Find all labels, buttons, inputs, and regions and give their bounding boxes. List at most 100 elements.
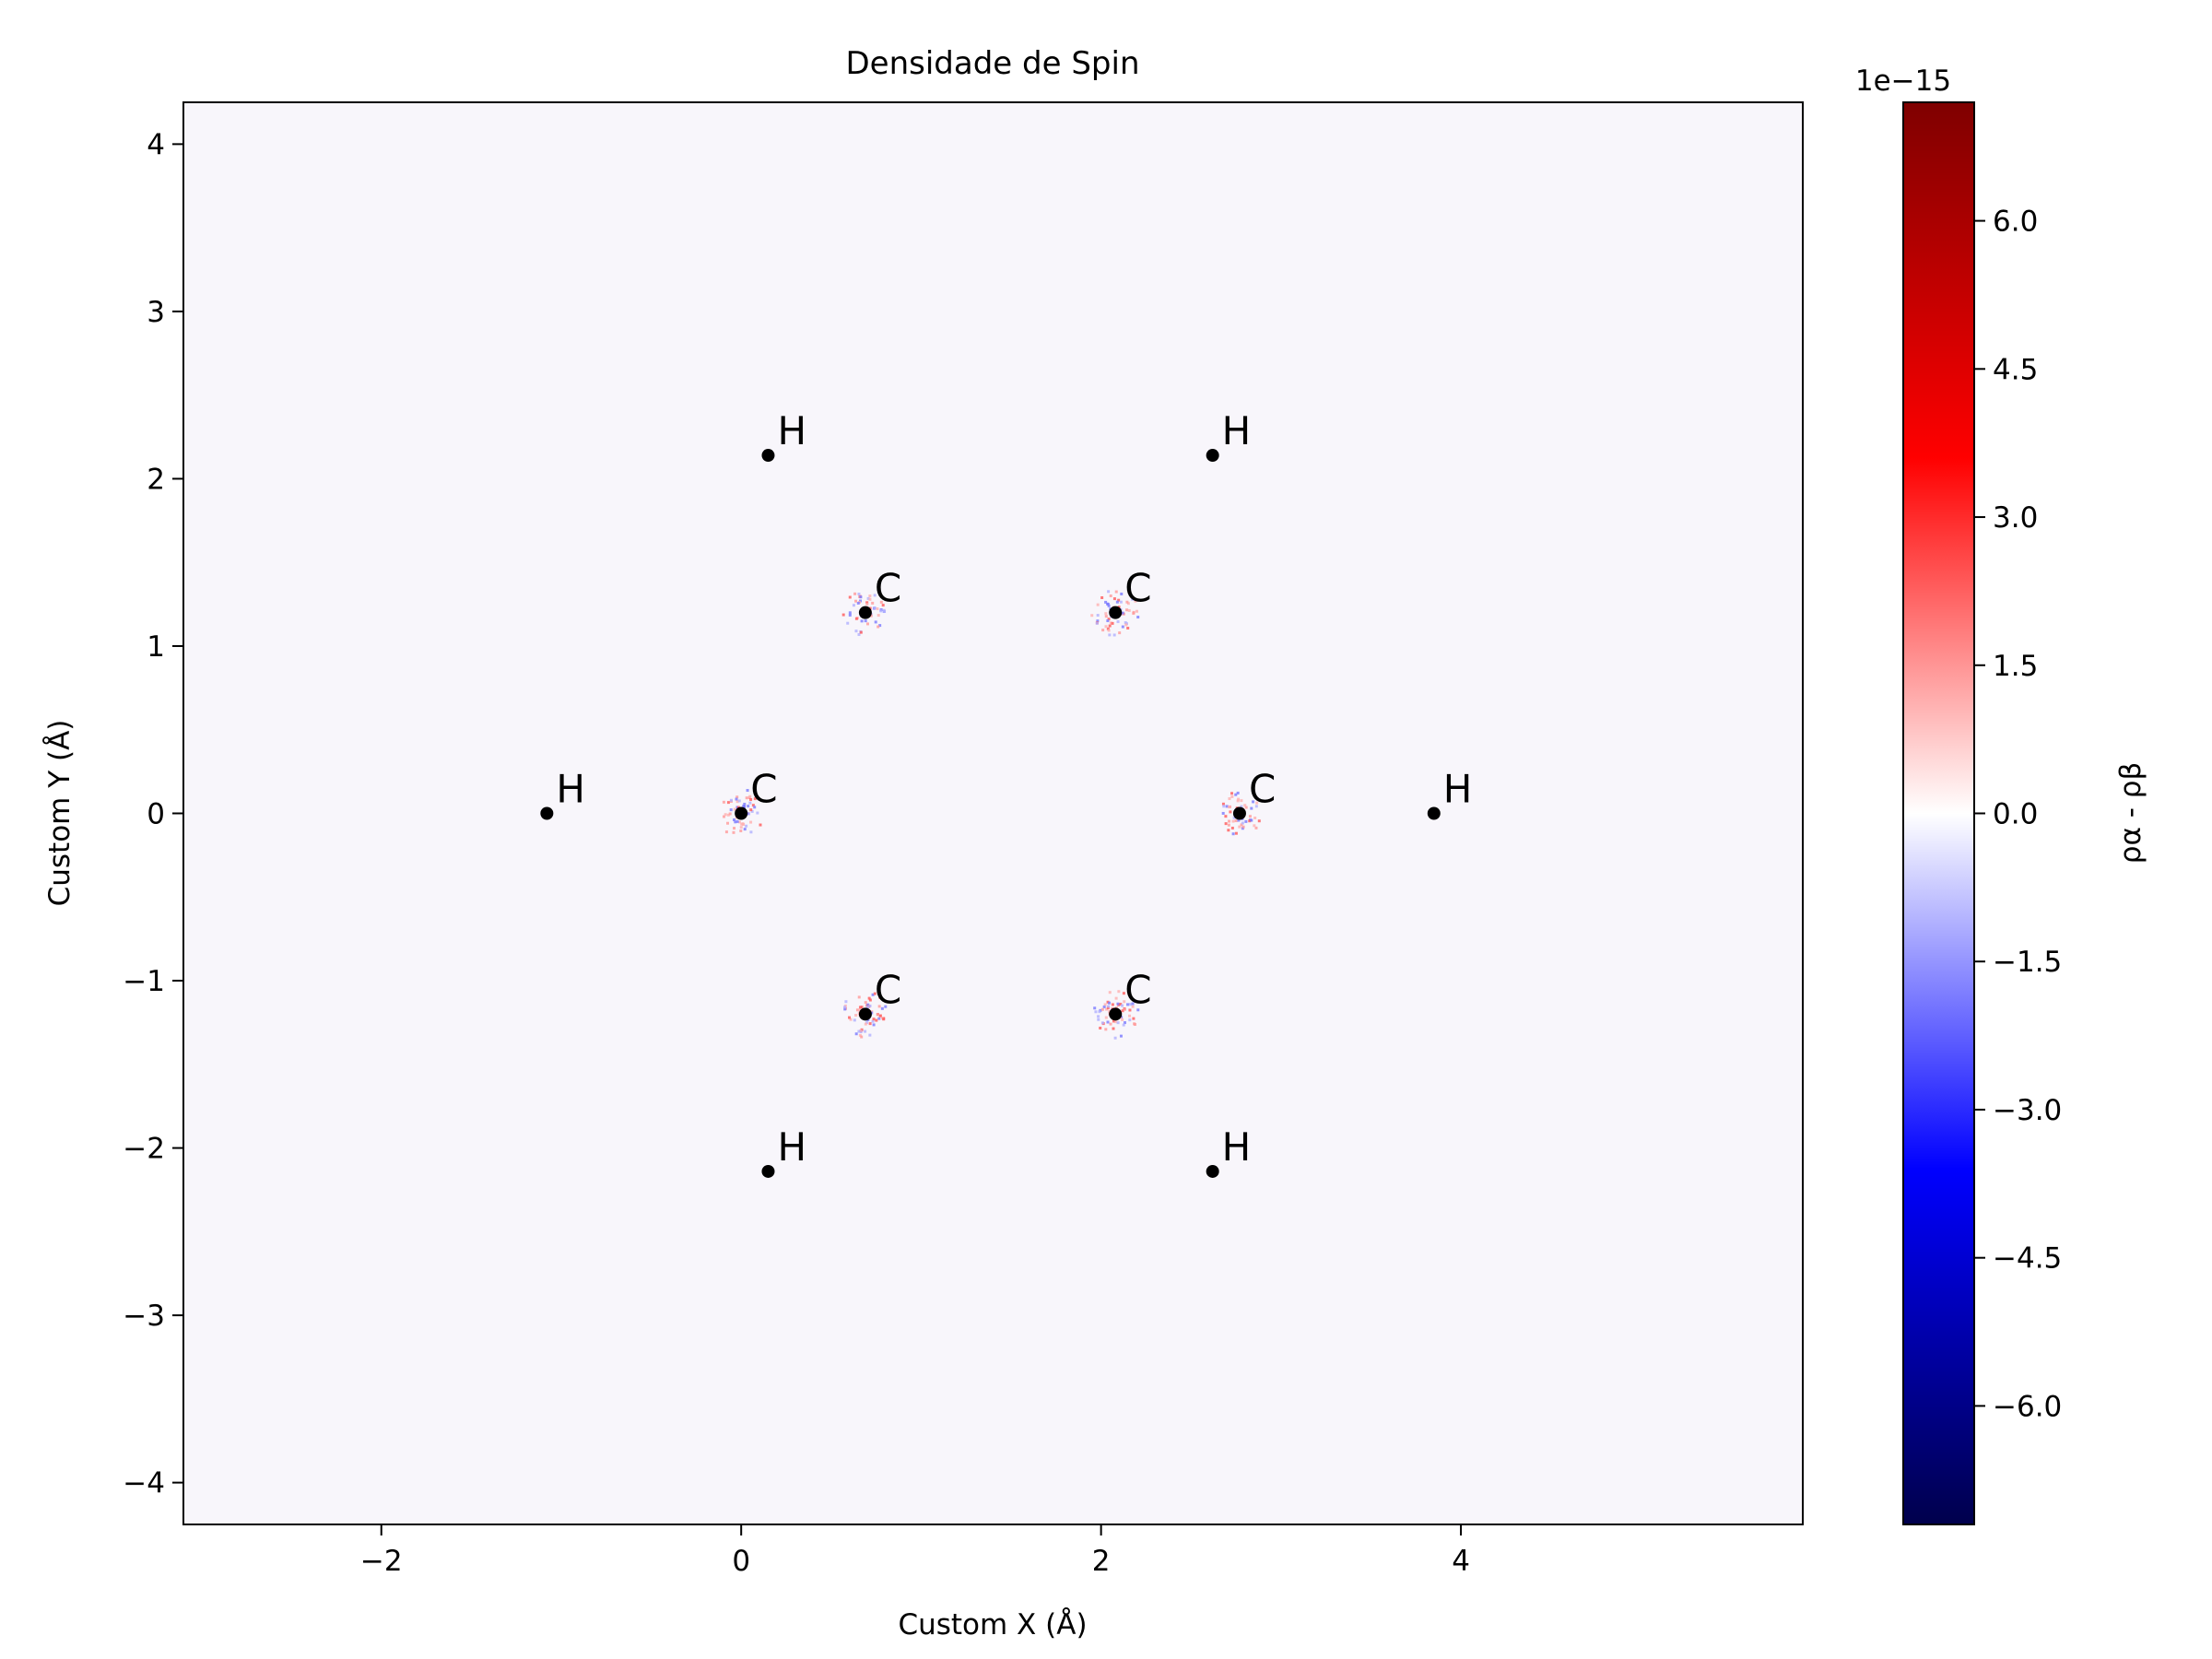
density-speckle xyxy=(742,823,746,827)
density-speckle xyxy=(859,630,863,634)
density-speckle xyxy=(1228,806,1231,809)
density-speckle xyxy=(860,1006,864,1009)
density-speckle xyxy=(854,629,858,633)
density-speckle xyxy=(1118,631,1122,635)
density-speckle xyxy=(1254,805,1258,808)
density-speckle xyxy=(753,797,757,801)
density-speckle xyxy=(1112,597,1116,601)
density-speckle xyxy=(860,1035,864,1039)
density-speckle xyxy=(1240,823,1243,827)
density-speckle xyxy=(1228,819,1231,823)
density-speckle xyxy=(1221,802,1225,806)
density-speckle xyxy=(1108,633,1112,637)
density-speckle xyxy=(1121,611,1124,615)
density-speckle xyxy=(1119,1034,1123,1038)
density-speckle xyxy=(1224,822,1228,826)
colorbar-tick-label: −6.0 xyxy=(1993,1390,2062,1423)
atom-label: C xyxy=(1124,967,1151,1012)
atom-marker xyxy=(1206,449,1219,463)
density-speckle xyxy=(877,1005,881,1008)
density-speckle xyxy=(1114,590,1118,594)
colorbar-tick-label: −4.5 xyxy=(1993,1242,2062,1276)
density-speckle xyxy=(854,1032,858,1036)
density-speckle xyxy=(848,613,852,617)
density-speckle xyxy=(871,1019,875,1023)
density-speckle xyxy=(1117,598,1121,602)
density-speckle xyxy=(859,595,863,599)
density-speckle xyxy=(1114,996,1118,1000)
density-speckle xyxy=(846,621,850,625)
atom-label: C xyxy=(1249,767,1276,812)
density-speckle xyxy=(1234,793,1238,796)
density-speckle xyxy=(753,806,757,809)
density-speckle xyxy=(843,1007,847,1011)
density-speckle xyxy=(879,609,883,613)
density-speckle xyxy=(756,811,759,815)
density-speckle xyxy=(854,1014,858,1018)
density-speckle xyxy=(864,1001,867,1005)
atom-label: H xyxy=(1222,1124,1252,1170)
density-speckle xyxy=(1096,614,1100,618)
atom-label: H xyxy=(1443,767,1473,812)
y-tick-label: 2 xyxy=(147,463,165,496)
y-tick-label: −2 xyxy=(123,1133,165,1166)
atom-marker xyxy=(1206,1164,1219,1178)
density-speckle xyxy=(750,809,754,813)
density-speckle xyxy=(1240,799,1243,803)
density-speckle xyxy=(1097,1018,1100,1021)
density-speckle xyxy=(864,1030,867,1033)
density-speckle xyxy=(1106,619,1110,623)
density-speckle xyxy=(1109,594,1112,598)
density-speckle xyxy=(881,604,885,607)
density-speckle xyxy=(1114,1020,1118,1024)
density-speckle xyxy=(865,1006,869,1009)
density-speckle xyxy=(1122,992,1125,995)
density-speckle xyxy=(1116,620,1120,624)
density-speckle xyxy=(1128,1003,1132,1006)
chart-title: Densidade de Spin xyxy=(846,45,1140,82)
density-speckle xyxy=(723,815,726,818)
density-speckle xyxy=(877,1017,881,1020)
density-speckle xyxy=(1100,1021,1104,1025)
density-speckle xyxy=(1231,819,1235,823)
density-speckle xyxy=(1240,805,1243,808)
density-speckle xyxy=(841,613,845,617)
y-axis-label: Custom Y (Å) xyxy=(43,720,76,907)
y-tick-label: 0 xyxy=(147,798,165,831)
density-speckle xyxy=(1131,1005,1135,1008)
density-speckle xyxy=(868,1033,872,1037)
density-speckle xyxy=(1096,603,1100,606)
density-speckle xyxy=(874,620,877,624)
colorbar-tick-label: 4.5 xyxy=(1993,353,2038,386)
density-speckle xyxy=(1136,1008,1140,1012)
density-speckle xyxy=(1104,615,1108,618)
density-speckle xyxy=(748,801,752,805)
density-speckle xyxy=(1095,621,1099,625)
atom-label: C xyxy=(875,566,901,611)
density-speckle xyxy=(1126,627,1130,630)
density-speckle xyxy=(1106,627,1110,630)
density-speckle xyxy=(1126,1003,1130,1006)
density-speckle xyxy=(848,1016,852,1019)
density-speckle xyxy=(871,601,875,605)
density-speckle xyxy=(878,1014,882,1018)
density-speckle xyxy=(724,813,727,817)
density-speckle xyxy=(728,812,732,816)
density-speckle xyxy=(1225,805,1229,808)
density-speckle xyxy=(1248,819,1252,823)
density-speckle xyxy=(875,1018,878,1022)
density-speckle xyxy=(868,594,872,598)
density-speckle xyxy=(882,1018,886,1021)
atom-marker xyxy=(858,606,872,619)
x-axis-ticks: −2 0 2 4 xyxy=(360,1524,1470,1578)
density-speckle xyxy=(868,1004,872,1007)
density-speckle xyxy=(1248,815,1252,818)
density-speckle xyxy=(868,597,872,601)
density-speckle xyxy=(734,820,737,824)
density-speckle xyxy=(857,632,861,636)
density-speckle xyxy=(1096,619,1100,623)
density-speckle xyxy=(751,804,755,807)
atom-label: H xyxy=(777,1124,806,1170)
density-speckle xyxy=(1132,1017,1135,1020)
colorbar-tick-label: −3.0 xyxy=(1993,1094,2062,1127)
